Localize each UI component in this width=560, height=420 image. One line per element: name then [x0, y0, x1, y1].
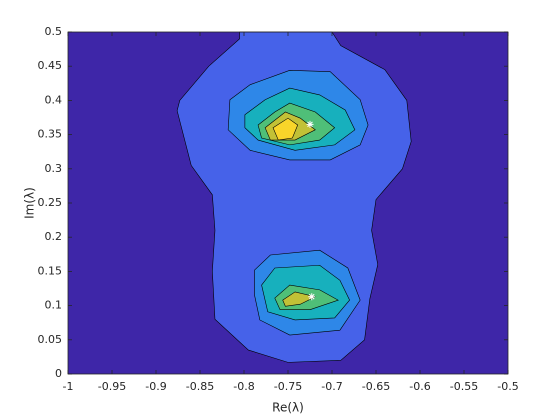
contour-region	[282, 291, 317, 307]
y-tick-label: 0.3	[45, 162, 63, 175]
x-tick-label: -0.9	[145, 380, 166, 393]
x-tick-label: -0.65	[362, 380, 390, 393]
y-axis-label: Im(λ)	[23, 187, 37, 219]
x-tick-label: -0.95	[98, 380, 126, 393]
x-tick-label: -0.8	[233, 380, 254, 393]
x-tick-label: -0.5	[497, 380, 518, 393]
y-tick-label: 0.1	[45, 299, 63, 312]
peak-marker	[306, 120, 314, 128]
y-tick-label: 0.25	[38, 196, 63, 209]
peak-marker	[308, 293, 316, 301]
contour-region	[272, 117, 299, 141]
x-tick-label: -0.55	[450, 380, 478, 393]
y-tick-label: 0.05	[38, 333, 63, 346]
x-tick-label: -0.6	[409, 380, 430, 393]
x-tick-label: -0.75	[274, 380, 302, 393]
x-tick-label: -1	[63, 380, 74, 393]
x-axis-label: Re(λ)	[272, 401, 304, 415]
x-tick-label: -0.85	[186, 380, 214, 393]
y-tick-label: 0	[55, 367, 62, 380]
y-tick-label: 0.2	[45, 230, 63, 243]
y-tick-label: 0.4	[45, 93, 63, 106]
y-tick-label: 0.15	[38, 264, 63, 277]
x-tick-label: -0.7	[321, 380, 342, 393]
y-tick-label: 0.45	[38, 59, 63, 72]
y-tick-label: 0.5	[45, 25, 63, 38]
y-tick-label: 0.35	[38, 128, 63, 141]
